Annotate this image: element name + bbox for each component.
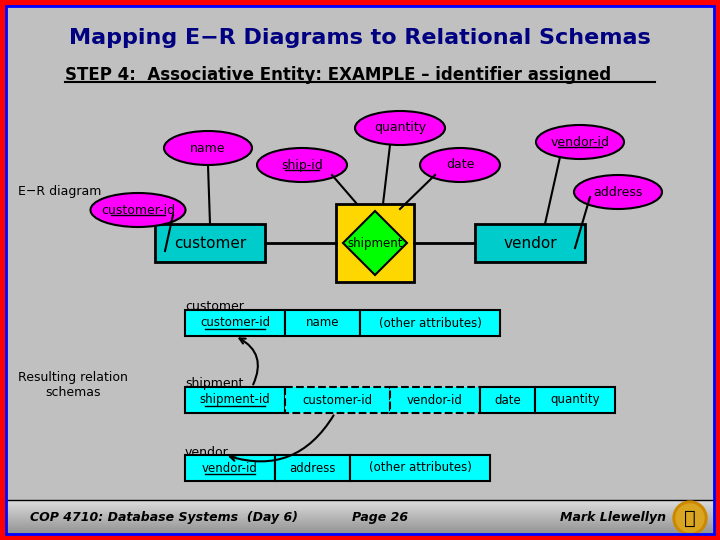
Bar [7, 502, 713, 503]
Bar [7, 511, 713, 512]
Ellipse shape [420, 148, 500, 182]
Text: quantity: quantity [374, 122, 426, 134]
Bar [7, 527, 713, 528]
Bar [7, 506, 713, 507]
Bar [7, 513, 713, 514]
Bar [7, 500, 713, 536]
Bar [7, 510, 713, 511]
Circle shape [673, 501, 707, 535]
Bar [7, 504, 713, 505]
Bar [7, 533, 713, 534]
Text: Mapping E−R Diagrams to Relational Schemas: Mapping E−R Diagrams to Relational Schem… [69, 28, 651, 48]
Text: address: address [289, 462, 336, 475]
Ellipse shape [574, 175, 662, 209]
Bar [7, 528, 713, 529]
Bar [7, 514, 713, 515]
Text: name: name [306, 316, 339, 329]
Bar [7, 520, 713, 521]
Text: vendor-id: vendor-id [202, 462, 258, 475]
Bar [7, 515, 713, 516]
Text: quantity: quantity [550, 394, 600, 407]
Text: Mark Llewellyn: Mark Llewellyn [560, 511, 666, 524]
Bar [7, 522, 713, 523]
Bar [7, 501, 713, 502]
Bar [7, 507, 713, 508]
Text: customer: customer [185, 300, 244, 314]
Bar [185, 387, 285, 413]
Bar [155, 224, 265, 262]
Text: customer-id: customer-id [302, 394, 372, 407]
Text: E−R diagram: E−R diagram [18, 186, 102, 199]
Bar [285, 310, 360, 336]
Bar [7, 519, 713, 520]
Bar [7, 531, 713, 532]
Text: name: name [190, 141, 226, 154]
Bar [185, 455, 275, 481]
Bar [7, 534, 713, 535]
Text: customer-id: customer-id [101, 204, 175, 217]
Text: vendor-id: vendor-id [551, 136, 610, 148]
Text: Resulting relation
schemas: Resulting relation schemas [18, 371, 128, 399]
Text: STEP 4:  Associative Entity: EXAMPLE – identifier assigned: STEP 4: Associative Entity: EXAMPLE – id… [65, 66, 611, 84]
Text: (other attributes): (other attributes) [379, 316, 482, 329]
Bar [7, 503, 713, 504]
Bar [7, 509, 713, 510]
Text: shipment: shipment [185, 377, 243, 390]
Ellipse shape [257, 148, 347, 182]
Text: date: date [494, 394, 521, 407]
Ellipse shape [355, 111, 445, 145]
Text: shipment: shipment [347, 237, 402, 249]
Text: customer-id: customer-id [200, 316, 270, 329]
Polygon shape [343, 211, 407, 275]
Bar [390, 387, 480, 413]
Text: customer: customer [174, 235, 246, 251]
Text: vendor: vendor [185, 446, 229, 458]
Bar [7, 516, 713, 517]
Text: address: address [593, 186, 643, 199]
Ellipse shape [536, 125, 624, 159]
Text: shipment-id: shipment-id [199, 394, 271, 407]
Bar [7, 532, 713, 533]
Bar [7, 523, 713, 524]
Bar [185, 310, 285, 336]
Text: vendor: vendor [503, 235, 557, 251]
Bar [360, 310, 500, 336]
Text: COP 4710: Database Systems  (Day 6): COP 4710: Database Systems (Day 6) [30, 511, 298, 524]
Bar [7, 518, 713, 519]
Text: (other attributes): (other attributes) [369, 462, 472, 475]
Bar [7, 525, 713, 526]
Bar [480, 387, 535, 413]
Bar [350, 455, 490, 481]
Bar [7, 500, 713, 501]
Bar [7, 529, 713, 530]
Bar [535, 387, 615, 413]
Bar [7, 505, 713, 506]
Bar [7, 508, 713, 509]
Ellipse shape [164, 131, 252, 165]
Bar [7, 530, 713, 531]
Text: date: date [446, 159, 474, 172]
Bar [475, 224, 585, 262]
Bar [7, 521, 713, 522]
Bar [7, 535, 713, 536]
Bar [7, 517, 713, 518]
Text: Page 26: Page 26 [352, 511, 408, 524]
Bar [7, 512, 713, 513]
Text: 🦅: 🦅 [684, 509, 696, 528]
Bar [7, 526, 713, 527]
Circle shape [676, 504, 704, 532]
Ellipse shape [91, 193, 186, 227]
Bar [285, 387, 390, 413]
Bar [336, 204, 414, 282]
Text: vendor-id: vendor-id [407, 394, 463, 407]
Bar [7, 524, 713, 525]
Text: ship-id: ship-id [281, 159, 323, 172]
Bar [275, 455, 350, 481]
